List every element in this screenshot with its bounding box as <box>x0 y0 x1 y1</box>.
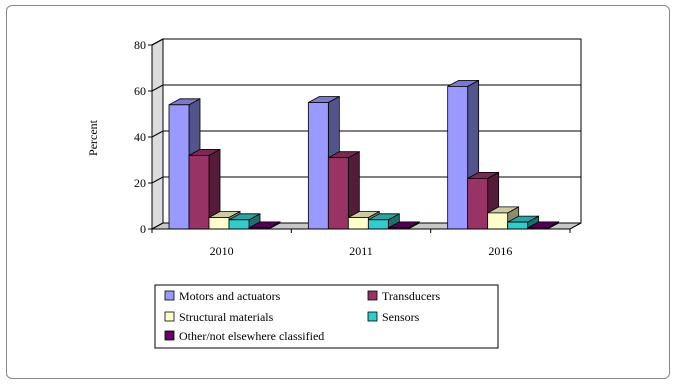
legend-item: Transducers <box>367 289 441 303</box>
legend-label: Motors and actuators <box>179 289 281 303</box>
legend-item: Structural materials <box>164 310 274 324</box>
gridlines <box>151 38 581 184</box>
bars <box>168 79 560 230</box>
y-tick-label: 80 <box>134 38 146 52</box>
bar-front <box>168 104 190 230</box>
gridline-side <box>151 38 164 46</box>
legend-label: Sensors <box>382 310 420 324</box>
bar-front <box>208 217 230 230</box>
legend-swatch <box>367 311 378 322</box>
legend: Motors and actuators Transducers Structura… <box>154 284 499 349</box>
y-tick-label: 20 <box>134 176 146 190</box>
bar-front <box>367 219 389 230</box>
bar-front <box>347 217 369 230</box>
y-tick-label: 40 <box>134 130 146 144</box>
y-axis-ticks: 0 20 40 60 80 <box>134 38 153 236</box>
legend-item: Sensors <box>367 310 420 324</box>
x-tick-label: 2011 <box>349 244 373 258</box>
bar-front <box>447 86 469 230</box>
legend-swatch <box>367 290 378 301</box>
x-axis-ticks: 2010 2011 2016 <box>151 228 571 258</box>
legend-box <box>154 284 499 349</box>
x-tick-label: 2016 <box>488 244 512 258</box>
bar-front <box>507 221 529 230</box>
y-tick-label: 60 <box>134 84 146 98</box>
legend-label: Transducers <box>382 289 441 303</box>
legend-swatch <box>164 290 175 301</box>
legend-label: Structural materials <box>179 310 274 324</box>
gridline-side <box>151 176 164 184</box>
y-tick-label: 0 <box>140 222 146 236</box>
bar-front <box>487 212 509 230</box>
legend-label: Other/not elsewhere classified <box>179 329 324 343</box>
gridline-side <box>151 84 164 92</box>
legend-swatch <box>164 311 175 322</box>
legend-item: Motors and actuators <box>164 289 281 303</box>
x-tick-label: 2010 <box>210 244 234 258</box>
bar-front <box>188 154 210 230</box>
legend-item: Other/not elsewhere classified <box>164 329 324 343</box>
bar-front <box>228 219 250 230</box>
y-axis-label: Percent <box>86 119 100 156</box>
bar-front <box>307 102 329 230</box>
gridline-side <box>151 130 164 138</box>
bar-front <box>467 177 489 230</box>
legend-swatch <box>164 330 175 341</box>
bar-front <box>327 157 349 230</box>
